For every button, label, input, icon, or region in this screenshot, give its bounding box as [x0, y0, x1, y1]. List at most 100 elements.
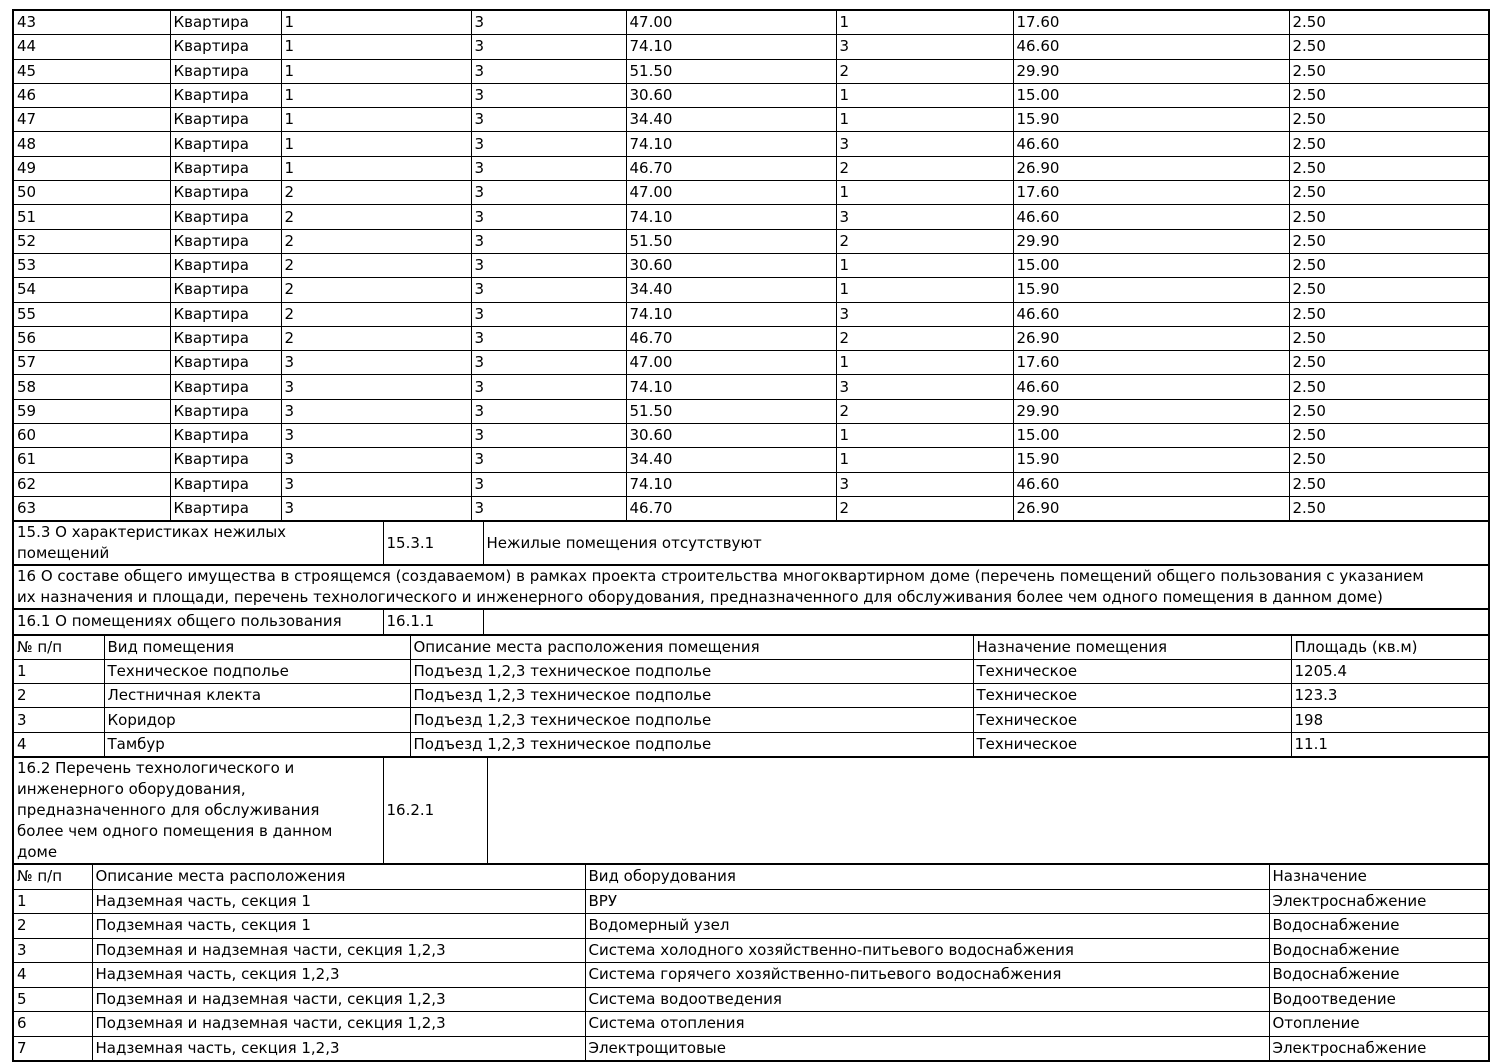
table-cell: 2	[12, 683, 105, 709]
table-cell: 1	[12, 888, 93, 915]
table-cell: 62	[12, 471, 171, 497]
table-cell: 1	[835, 447, 1014, 473]
table-cell: Система отопления	[584, 1011, 1270, 1037]
table-cell: 2	[835, 398, 1014, 425]
table-cell: 17.60	[1012, 9, 1290, 36]
table-cell: 47	[12, 107, 171, 133]
section-16-2-code: 16.2.1	[382, 757, 488, 865]
table-row: 16 О составе общего имущества в строящем…	[12, 565, 1490, 610]
table-cell: 2	[280, 252, 472, 279]
common-rooms-table: № п/п Вид помещения Описание места распо…	[12, 634, 1490, 758]
section-16-1-value	[482, 609, 1490, 635]
table-cell: 34.40	[625, 447, 837, 473]
table-cell: 3	[470, 82, 627, 109]
table-row: 52 Квартира 2 3 51.50 2 29.90 2.50	[12, 228, 1490, 254]
table-cell: Надземная часть, секция 1,2,3	[91, 1035, 586, 1062]
table-cell: 3	[470, 9, 627, 36]
table-cell: 53	[12, 252, 171, 279]
table-cell: 26.90	[1012, 495, 1290, 522]
table-row: 16.2 Перечень технологического и инженерн…	[12, 757, 1490, 865]
table-cell: 2.50	[1288, 228, 1490, 254]
table-cell: Система водоотведения	[584, 986, 1270, 1013]
table-cell: 1	[835, 82, 1014, 109]
table-cell: 2.50	[1288, 471, 1490, 497]
table-cell: Квартира	[169, 495, 282, 522]
table-cell: Подземная и надземная части, секция 1,2,…	[91, 986, 586, 1013]
table-cell: Система холодного хозяйственно-питьевого…	[584, 937, 1270, 964]
equipment-table: № п/п Описание места расположения Вид об…	[12, 864, 1490, 1062]
table-cell: 3	[470, 374, 627, 400]
table-cell: Техническое	[972, 707, 1292, 733]
table-cell: Водоснабжение	[1268, 962, 1490, 988]
section-16-text: 16 О составе общего имущества в строящем…	[12, 565, 1490, 610]
table-cell: 1	[835, 9, 1014, 36]
column-header: Назначение помещения	[972, 634, 1292, 660]
table-row: 61 Квартира 3 3 34.40 1 15.90 2.50	[12, 447, 1490, 473]
table-cell: Подъезд 1,2,3 техническое подполье	[409, 731, 974, 758]
table-cell: 3	[470, 131, 627, 157]
table-cell: 2.50	[1288, 350, 1490, 376]
table-cell: Техническое	[972, 683, 1292, 709]
table-row: 62 Квартира 3 3 74.10 3 46.60 2.50	[12, 471, 1490, 497]
table-cell: 15.90	[1012, 107, 1290, 133]
table-cell: 1	[835, 107, 1014, 133]
table-cell: Подземная и надземная части, секция 1,2,…	[91, 937, 586, 964]
table-cell: 3	[280, 398, 472, 425]
table-row: 2 Лестничная клекта Подъезд 1,2,3 техничес…	[12, 683, 1490, 709]
table-cell: Водоотведение	[1268, 986, 1490, 1013]
table-cell: 46.60	[1012, 34, 1290, 60]
table-cell: 26.90	[1012, 325, 1290, 352]
table-cell: 15.00	[1012, 82, 1290, 109]
table-cell: 2.50	[1288, 252, 1490, 279]
table-cell: 3	[470, 180, 627, 206]
table-cell: 74.10	[625, 131, 837, 157]
table-cell: 2.50	[1288, 374, 1490, 400]
table-cell: Квартира	[169, 204, 282, 230]
table-row: 59 Квартира 3 3 51.50 2 29.90 2.50	[12, 398, 1490, 425]
table-cell: 45	[12, 58, 171, 84]
project-declaration-document: 43 Квартира 1 3 47.00 1 17.60 2.50 44 Квартира 1 3 7…	[12, 9, 1490, 1062]
table-cell: 26.90	[1012, 155, 1290, 182]
text-line: предназначенного для обслуживания	[17, 801, 320, 820]
table-cell: 2	[835, 58, 1014, 84]
table-cell: Квартира	[169, 447, 282, 473]
table-cell: Квартира	[169, 155, 282, 182]
table-cell: 3	[280, 495, 472, 522]
column-header: Вид помещения	[103, 634, 411, 660]
table-cell: 1	[280, 58, 472, 84]
table-cell: Квартира	[169, 180, 282, 206]
table-cell: 123.3	[1290, 683, 1490, 709]
table-row: 6 Подземная и надземная части, секция 1,2…	[12, 1011, 1490, 1037]
table-row: 5 Подземная и надземная части, секция 1,2…	[12, 986, 1490, 1013]
table-cell: 1205.4	[1290, 658, 1490, 685]
table-cell: Подъезд 1,2,3 техническое подполье	[409, 658, 974, 685]
table-cell: 2.50	[1288, 204, 1490, 230]
table-cell: Водоснабжение	[1268, 937, 1490, 964]
table-cell: Подъезд 1,2,3 техническое подполье	[409, 683, 974, 709]
table-cell: Тамбур	[103, 731, 411, 758]
table-cell: Квартира	[169, 277, 282, 303]
table-cell: 74.10	[625, 374, 837, 400]
table-cell: 46.70	[625, 495, 837, 522]
table-cell: 3	[470, 398, 627, 425]
table-cell: 3	[470, 204, 627, 230]
table-cell: 74.10	[625, 471, 837, 497]
table-cell: 3	[280, 447, 472, 473]
table-cell: 46.70	[625, 325, 837, 352]
table-cell: Водомерный узел	[584, 913, 1270, 939]
table-row: 15.3 О характеристиках нежилых помещений …	[12, 521, 1490, 566]
table-cell: 61	[12, 447, 171, 473]
table-cell: 51.50	[625, 58, 837, 84]
table-cell: 3	[470, 34, 627, 60]
table-row: 50 Квартира 2 3 47.00 1 17.60 2.50	[12, 180, 1490, 206]
table-cell: 4	[12, 731, 105, 758]
table-cell: 1	[280, 131, 472, 157]
table-row: 4 Надземная часть, секция 1,2,3 Система го…	[12, 962, 1490, 988]
table-row: 46 Квартира 1 3 30.60 1 15.00 2.50	[12, 82, 1490, 109]
table-cell: 46.60	[1012, 374, 1290, 400]
table-cell: 47.00	[625, 350, 837, 376]
text-line: доме	[17, 843, 58, 862]
table-cell: 54	[12, 277, 171, 303]
table-cell: Электроснабжение	[1268, 888, 1490, 915]
table-cell: 2	[835, 325, 1014, 352]
